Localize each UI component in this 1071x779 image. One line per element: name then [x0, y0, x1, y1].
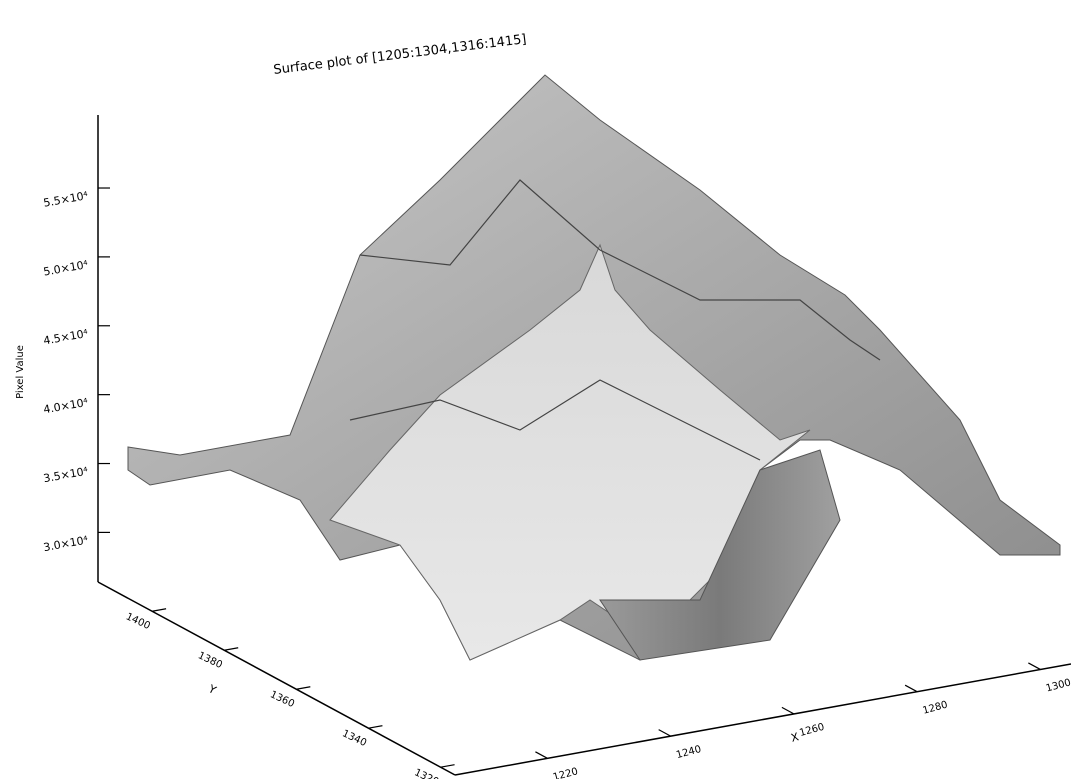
z-tick-label: 4.0×10⁴ — [42, 396, 89, 417]
surface — [128, 75, 1060, 660]
y-tick-label: 1400 — [124, 611, 152, 632]
x-tick-label: 1260 — [798, 722, 825, 739]
x-tick-label: 1240 — [675, 744, 702, 761]
z-tick-label: 5.5×10⁴ — [42, 189, 89, 210]
x-tick — [659, 730, 671, 737]
x-tick — [782, 707, 794, 714]
y-tick — [152, 609, 166, 612]
x-tick-label: 1300 — [1045, 677, 1071, 694]
z-axis-label: Pixel Value — [15, 345, 26, 399]
y-tick — [368, 726, 382, 729]
z-tick-label: 3.5×10⁴ — [42, 465, 89, 486]
z-tick-label: 3.0×10⁴ — [42, 533, 89, 554]
x-tick-label: 1280 — [922, 700, 949, 717]
x-tick — [905, 685, 917, 692]
chart: Surface plot of [1205:1304,1316:1415] Pi… — [0, 0, 1071, 779]
y-tick-label: 1360 — [268, 689, 296, 710]
z-tick-label: 5.0×10⁴ — [42, 258, 89, 279]
y-axis — [98, 582, 455, 775]
x-tick — [1028, 663, 1040, 670]
y-axis-label: Y — [205, 682, 218, 697]
y-tick — [224, 648, 238, 651]
y-tick-label: 1340 — [340, 728, 368, 749]
y-tick-label: 1380 — [196, 650, 224, 671]
x-tick — [535, 752, 547, 759]
y-tick — [441, 765, 455, 768]
x-tick-label: 1220 — [552, 766, 579, 779]
y-tick-label: 1320 — [413, 767, 441, 779]
z-tick-label: 4.5×10⁴ — [42, 327, 89, 348]
chart-title: Surface plot of [1205:1304,1316:1415] — [273, 32, 528, 78]
y-tick — [296, 687, 310, 690]
